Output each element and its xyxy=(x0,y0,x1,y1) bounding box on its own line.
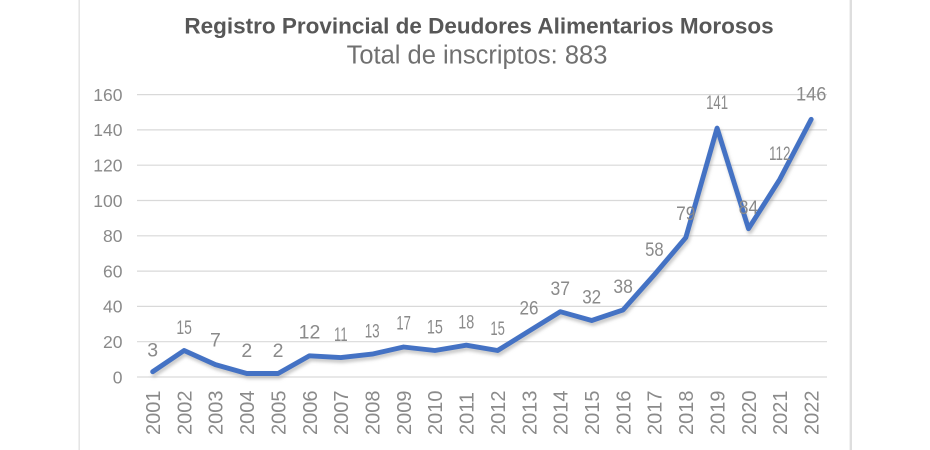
svg-text:Total de inscriptos: 883: Total de inscriptos: 883 xyxy=(347,42,608,70)
svg-text:2009: 2009 xyxy=(394,391,416,436)
svg-text:2013: 2013 xyxy=(519,391,541,436)
svg-text:3: 3 xyxy=(147,339,158,361)
svg-text:11: 11 xyxy=(334,324,348,346)
svg-text:2021: 2021 xyxy=(770,391,792,436)
svg-text:2008: 2008 xyxy=(363,391,385,436)
svg-text:112: 112 xyxy=(769,143,791,165)
svg-text:84: 84 xyxy=(739,197,759,219)
svg-text:18: 18 xyxy=(458,311,474,333)
svg-text:15: 15 xyxy=(176,317,192,339)
svg-text:32: 32 xyxy=(582,287,601,309)
svg-text:2014: 2014 xyxy=(551,391,573,436)
svg-text:26: 26 xyxy=(520,297,539,319)
svg-text:15: 15 xyxy=(490,318,505,340)
svg-text:2016: 2016 xyxy=(613,391,635,436)
svg-text:2005: 2005 xyxy=(268,391,290,436)
svg-text:100: 100 xyxy=(93,191,122,211)
svg-text:17: 17 xyxy=(396,313,411,335)
svg-text:37: 37 xyxy=(551,278,571,300)
svg-text:20: 20 xyxy=(103,332,123,352)
svg-text:2007: 2007 xyxy=(331,391,353,436)
svg-text:13: 13 xyxy=(365,320,380,342)
svg-text:120: 120 xyxy=(93,156,122,176)
svg-text:2006: 2006 xyxy=(300,391,322,436)
svg-text:2015: 2015 xyxy=(582,391,604,436)
svg-text:60: 60 xyxy=(103,261,123,281)
svg-text:2017: 2017 xyxy=(645,391,667,436)
svg-text:2001: 2001 xyxy=(143,391,165,436)
svg-text:2004: 2004 xyxy=(237,391,259,436)
svg-text:0: 0 xyxy=(113,367,123,387)
svg-text:7: 7 xyxy=(210,330,221,352)
svg-text:58: 58 xyxy=(645,239,664,261)
svg-text:38: 38 xyxy=(613,276,633,298)
svg-text:2019: 2019 xyxy=(707,391,729,436)
svg-text:40: 40 xyxy=(103,297,123,317)
svg-text:79: 79 xyxy=(676,203,695,225)
svg-text:2010: 2010 xyxy=(425,391,447,436)
svg-text:2: 2 xyxy=(273,340,284,362)
svg-text:15: 15 xyxy=(427,317,443,339)
svg-text:2011: 2011 xyxy=(457,392,479,435)
svg-text:146: 146 xyxy=(796,83,827,105)
svg-text:2002: 2002 xyxy=(174,391,196,436)
svg-text:Registro Provincial de Deudore: Registro Provincial de Deudores Alimenta… xyxy=(184,14,773,39)
svg-text:80: 80 xyxy=(103,226,123,246)
svg-text:140: 140 xyxy=(93,120,122,140)
svg-text:2022: 2022 xyxy=(802,391,824,436)
svg-text:12: 12 xyxy=(299,322,321,344)
svg-text:141: 141 xyxy=(706,92,728,114)
svg-text:2: 2 xyxy=(241,340,252,362)
svg-text:2020: 2020 xyxy=(739,391,761,436)
svg-text:2018: 2018 xyxy=(676,391,698,436)
svg-text:160: 160 xyxy=(93,85,122,105)
svg-text:2012: 2012 xyxy=(488,391,510,436)
svg-text:2003: 2003 xyxy=(206,391,228,436)
